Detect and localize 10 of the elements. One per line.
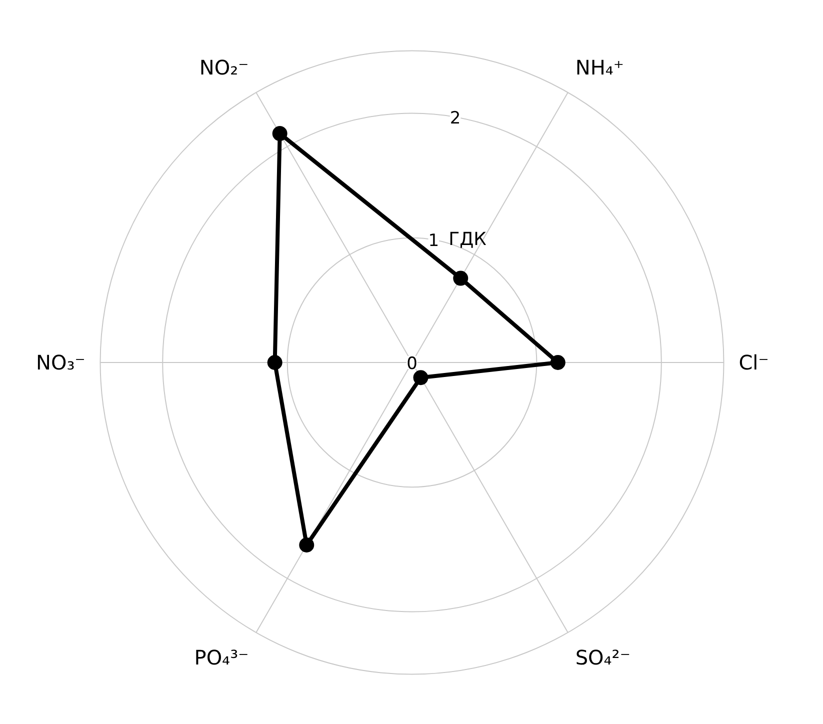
- spoke-label: SO₄²⁻: [575, 645, 630, 670]
- spoke-label: Cl⁻: [738, 350, 769, 374]
- y-tick-label: 0: [406, 354, 418, 374]
- y-tick-label: 2: [450, 108, 461, 128]
- spoke-label: NH₄⁺: [575, 56, 624, 80]
- spoke-label: NO₃⁻: [36, 350, 86, 374]
- text: ГДК: [448, 229, 487, 250]
- spoke-label: PO₄³⁻: [194, 645, 249, 670]
- y-tick-label: 1: [428, 231, 440, 252]
- spoke-label: NO₂⁻: [199, 56, 249, 80]
